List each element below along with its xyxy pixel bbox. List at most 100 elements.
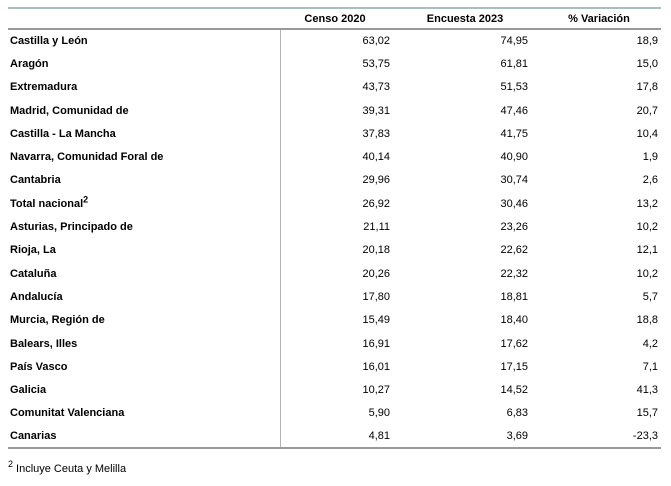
encuesta-2023-cell: 17,15 [500,360,528,373]
region-cell: País Vasco [10,360,68,373]
footnote-marker: 2 [8,459,14,470]
variacion-cell: 17,8 [636,81,658,94]
variacion-cell: 10,4 [636,127,658,140]
censo-2020-cell: 15,49 [279,308,402,332]
encuesta-2023-cell: 18,40 [500,314,528,327]
table-row: Murcia, Región de 15,49 18,40 18,8 [8,308,661,332]
region-cell: Murcia, Región de [10,314,105,327]
region-cell: Andalucía [10,290,63,303]
variacion-cell: 20,7 [636,104,658,117]
censo-2020-cell: 4,81 [279,425,402,449]
region-cell: Cantabria [10,174,61,187]
censo-2020-cell: 63,02 [279,29,402,53]
encuesta-2023-cell: 30,46 [500,197,528,210]
censo-2020-cell: 29,96 [279,168,402,193]
region-cell: Galicia [10,384,47,397]
variacion-cell: 4,2 [642,337,658,350]
header-row: Censo 2020 Encuesta 2023 % Variación [8,8,661,30]
region-cell: Castilla y León [10,35,88,48]
variacion-cell: 18,9 [636,35,658,48]
encuesta-2023-cell: 14,52 [500,384,528,397]
censo-2020-cell: 39,31 [279,98,402,123]
table-row: País Vasco 16,01 17,15 7,1 [8,355,661,379]
region-cell: Canarias [10,430,57,443]
censo-2020-cell: 20,18 [279,238,402,262]
encuesta-2023-cell: 74,95 [500,35,528,48]
region-footnote-marker: 2 [83,194,89,205]
region-cell: Total nacional2 [10,194,89,210]
table-row: Cataluña 20,26 22,32 10,2 [8,261,661,286]
variacion-cell: 7,1 [642,360,658,373]
variacion-cell: 5,7 [642,290,658,303]
table-row: Extremadura 43,73 51,53 17,8 [8,75,661,99]
region-cell: Balears, Illes [10,337,78,350]
column-header-censo-2020: Censo 2020 [280,8,402,30]
variacion-cell: 10,2 [636,267,658,280]
region-cell: Aragón [10,57,49,70]
table-row: Madrid, Comunidad de 39,31 47,46 20,7 [8,98,661,123]
table-row: Total nacional2 26,92 30,46 13,2 [8,192,661,216]
statistics-table: Censo 2020 Encuesta 2023 % Variación Cas… [8,7,661,450]
censo-2020-cell: 20,26 [279,261,402,286]
encuesta-2023-cell: 22,32 [500,267,528,280]
footnote-text: Incluye Ceuta y Melilla [16,463,127,475]
region-cell: Asturias, Principado de [10,221,133,234]
variacion-cell: 18,8 [636,314,658,327]
censo-2020-cell: 16,01 [279,355,402,379]
variacion-cell: 13,2 [636,197,658,210]
table-row: Comunitat Valenciana 5,90 6,83 15,7 [8,401,661,426]
censo-2020-cell: 37,83 [279,122,402,146]
encuesta-2023-cell: 51,53 [500,81,528,94]
table-row: Andalucía 17,80 18,81 5,7 [8,285,661,309]
variacion-cell: 41,3 [636,384,658,397]
variacion-cell: 1,9 [642,151,658,164]
censo-2020-cell: 40,14 [279,145,402,169]
encuesta-2023-cell: 6,83 [506,407,528,420]
encuesta-2023-cell: 17,62 [500,337,528,350]
table-row: Castilla y León 63,02 74,95 18,9 [8,29,661,53]
table-row: Galicia 10,27 14,52 41,3 [8,378,661,402]
region-cell: Navarra, Comunidad Foral de [10,151,164,164]
table-row: Navarra, Comunidad Foral de 40,14 40,90 1,9 [8,145,661,169]
variacion-cell: 15,7 [636,407,658,420]
encuesta-2023-cell: 22,62 [500,244,528,257]
encuesta-2023-cell: 23,26 [500,221,528,234]
region-cell: Rioja, La [10,244,56,257]
censo-2020-cell: 53,75 [279,52,402,76]
encuesta-2023-cell: 18,81 [500,290,528,303]
table-row: Asturias, Principado de 21,11 23,26 10,2 [8,215,661,239]
variacion-cell: 12,1 [636,244,658,257]
censo-2020-cell: 10,27 [279,378,402,402]
variacion-cell: -23,3 [632,430,658,443]
encuesta-2023-cell: 40,90 [500,151,528,164]
censo-2020-cell: 5,90 [279,401,402,426]
censo-2020-cell: 26,92 [279,192,402,216]
variacion-cell: 2,6 [642,174,658,187]
censo-2020-cell: 43,73 [279,75,402,99]
encuesta-2023-cell: 61,81 [500,57,528,70]
column-header-region [8,8,280,30]
table-row: Balears, Illes 16,91 17,62 4,2 [8,331,661,356]
censo-2020-cell: 16,91 [279,331,402,356]
table-row: Canarias 4,81 3,69 -23,3 [8,425,661,449]
table-body: Castilla y León 63,02 74,95 18,9 Aragón 53,75… [8,29,661,449]
encuesta-2023-cell: 3,69 [506,430,528,443]
encuesta-2023-cell: 41,75 [500,127,528,140]
censo-2020-cell: 17,80 [279,285,402,309]
variacion-cell: 10,2 [636,221,658,234]
region-cell: Castilla - La Mancha [10,127,116,140]
footnote: 2 Incluye Ceuta y Melilla [8,460,127,475]
region-cell: Comunitat Valenciana [10,407,125,420]
region-cell: Cataluña [10,267,57,280]
variacion-cell: 15,0 [636,57,658,70]
region-cell: Madrid, Comunidad de [10,104,129,117]
table-header: Censo 2020 Encuesta 2023 % Variación [8,8,661,30]
column-header-encuesta-2023: Encuesta 2023 [402,8,540,30]
table-row: Aragón 53,75 61,81 15,0 [8,52,661,76]
table-row: Castilla - La Mancha 37,83 41,75 10,4 [8,122,661,146]
censo-2020-cell: 21,11 [279,215,402,239]
table-row: Rioja, La 20,18 22,62 12,1 [8,238,661,262]
region-cell: Extremadura [10,81,78,94]
encuesta-2023-cell: 47,46 [500,104,528,117]
